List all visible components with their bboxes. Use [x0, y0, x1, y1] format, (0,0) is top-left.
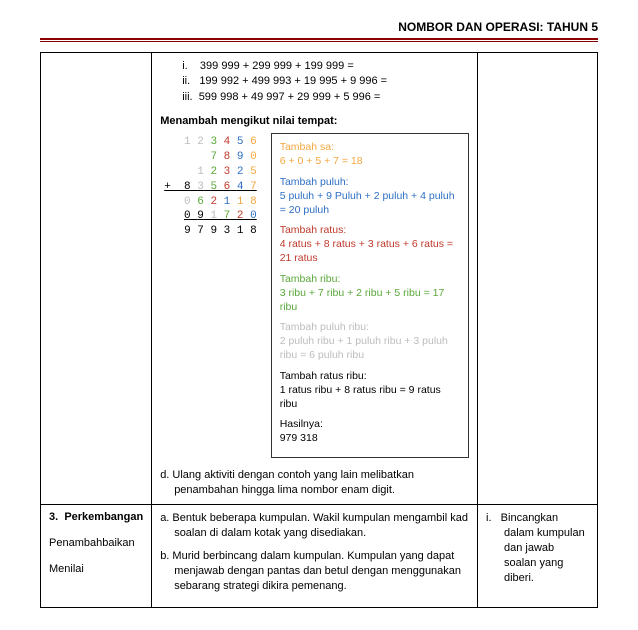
box-ribu: Tambah ribu: 3 ribu + 7 ribu + 2 ribu + … [280, 272, 460, 315]
activity-d: d. Ulang aktiviti dengan contoh yang lai… [160, 468, 469, 498]
worked-example: 1 2 3 4 5 6 7 8 9 0 1 2 3 2 5 + 8 3 5 6 … [160, 133, 469, 458]
roman-item-ii: ii. 199 992 + 499 993 + 19 995 + 9 996 = [182, 74, 469, 89]
box-puluh-ribu: Tambah puluh ribu: 2 puluh ribu + 1 pulu… [280, 320, 460, 363]
box-rib-title: Tambah ribu: [280, 272, 460, 286]
roman-item-iii: iii. 599 998 + 49 997 + 29 999 + 5 996 = [182, 90, 469, 105]
box-result: Hasilnya: 979 318 [280, 417, 460, 445]
box-rr-body: 1 ratus ribu + 8 ratus ribu = 9 ratus ri… [280, 383, 460, 411]
roman-iii-text: 599 998 + 49 997 + 29 999 + 5 996 = [199, 91, 381, 103]
page-header-title: NOMBOR DAN OPERASI: TAHUN 5 [40, 20, 598, 34]
explanation-box: Tambah sa: 6 + 0 + 5 + 7 = 18 Tambah pul… [271, 133, 469, 458]
roman-ii-text: 199 992 + 499 993 + 19 995 + 9 996 = [199, 75, 387, 87]
section-title: Perkembangan [64, 511, 143, 523]
step-b: b. Murid berbincang dalam kumpulan. Kump… [160, 549, 469, 594]
box-sa-title: Tambah sa: [280, 140, 460, 154]
cell-section-label: 3. Perkembangan Penambahbaikan Menilai [41, 505, 152, 608]
cell-right-empty [478, 53, 598, 505]
box-pr-body: 2 puluh ribu + 1 puluh ribu + 3 puluh ri… [280, 334, 460, 362]
table-row: 3. Perkembangan Penambahbaikan Menilai a… [41, 505, 598, 608]
box-rat-title: Tambah ratus: [280, 223, 460, 237]
box-pr-title: Tambah puluh ribu: [280, 320, 460, 334]
box-pul-title: Tambah puluh: [280, 175, 460, 189]
roman-i-text: 399 999 + 299 999 + 199 999 = [200, 60, 354, 72]
lesson-table: i. 399 999 + 299 999 + 199 999 = ii. 199… [40, 52, 598, 608]
note-i-label: i. [486, 512, 492, 524]
step-a: a. Bentuk beberapa kumpulan. Wakil kumpu… [160, 511, 469, 541]
box-ratus-ribu: Tambah ratus ribu: 1 ratus ribu + 8 ratu… [280, 369, 460, 412]
box-res-title: Hasilnya: [280, 417, 460, 431]
section-sub2: Menilai [49, 563, 143, 575]
roman-item-i: i. 399 999 + 299 999 + 199 999 = [182, 59, 469, 74]
box-ratus: Tambah ratus: 4 ratus + 8 ratus + 3 ratu… [280, 223, 460, 266]
box-rr-title: Tambah ratus ribu: [280, 369, 460, 383]
cell-section-body: a. Bentuk beberapa kumpulan. Wakil kumpu… [152, 505, 478, 608]
cell-left-empty [41, 53, 152, 505]
note-i: i. Bincangkan dalam kumpulan dan jawab s… [486, 511, 589, 585]
table-row: i. 399 999 + 299 999 + 199 999 = ii. 199… [41, 53, 598, 505]
box-res-body: 979 318 [280, 431, 460, 445]
cell-main-content: i. 399 999 + 299 999 + 199 999 = ii. 199… [152, 53, 478, 505]
note-i-text: Bincangkan dalam kumpulan dan jawab soal… [501, 512, 585, 583]
box-puluh: Tambah puluh: 5 puluh + 9 Puluh + 2 pulu… [280, 175, 460, 218]
section-sub1: Penambahbaikan [49, 537, 143, 549]
box-rat-body: 4 ratus + 8 ratus + 3 ratus + 6 ratus = … [280, 237, 460, 265]
box-rib-body: 3 ribu + 7 ribu + 2 ribu + 5 ribu = 17 r… [280, 286, 460, 314]
box-sa-body: 6 + 0 + 5 + 7 = 18 [280, 154, 460, 168]
box-sa: Tambah sa: 6 + 0 + 5 + 7 = 18 [280, 140, 460, 168]
box-pul-body: 5 puluh + 9 Puluh + 2 puluh + 4 puluh = … [280, 189, 460, 217]
cell-section-notes: i. Bincangkan dalam kumpulan dan jawab s… [478, 505, 598, 608]
place-value-heading: Menambah mengikut nilai tempat: [160, 115, 469, 127]
section-number: 3. [49, 511, 58, 523]
header-rule [40, 38, 598, 42]
addition-stack: 1 2 3 4 5 6 7 8 9 0 1 2 3 2 5 + 8 3 5 6 … [160, 133, 261, 458]
roman-exercise-list: i. 399 999 + 299 999 + 199 999 = ii. 199… [182, 59, 469, 105]
